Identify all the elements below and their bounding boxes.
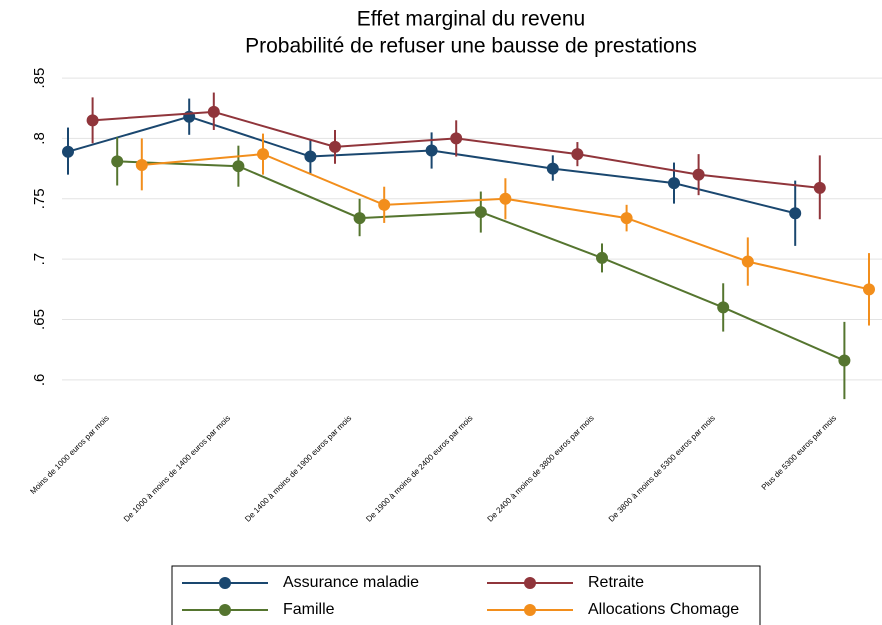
point [207, 105, 220, 118]
point [596, 251, 608, 264]
y-tick-label: .65 [31, 309, 48, 330]
point [450, 132, 463, 145]
y-tick-label: .6 [31, 374, 48, 387]
x-tick-label: De 3800 à moins de 5300 euros par mois [607, 414, 717, 524]
legend-label: Assurance maladie [283, 574, 419, 591]
chart-subtitle: Probabilité de refuser une bausse de pre… [245, 35, 697, 58]
legend-label: Famille [283, 601, 335, 618]
x-tick-label: De 1900 à moins de 2400 euros par mois [364, 414, 474, 524]
point [378, 198, 391, 211]
point [257, 148, 269, 161]
y-tick-label: .8 [31, 132, 48, 145]
point [620, 212, 633, 225]
point [353, 212, 366, 225]
legend-marker [219, 577, 231, 589]
point [304, 150, 317, 163]
x-tick-label: De 1400 à moins de 1900 euros par mois [243, 414, 353, 524]
legend-box [171, 565, 761, 625]
point [135, 158, 148, 171]
legend-label: Retraite [588, 574, 644, 591]
point [838, 354, 851, 367]
point [571, 148, 584, 161]
point [692, 168, 705, 181]
legend-label: Allocations Chomage [588, 601, 739, 618]
point [499, 192, 512, 205]
point [86, 114, 99, 127]
x-tick-label: Plus de 5300 euros par mois [760, 414, 838, 492]
point [546, 162, 559, 175]
x-tick-label: De 1000 à moins de 1400 euros par mois [122, 414, 232, 524]
x-tick-label: De 2400 à moins de 3800 euros par mois [486, 414, 596, 524]
legend-marker [219, 604, 231, 616]
y-tick-label: .7 [31, 253, 48, 266]
legend-marker [524, 604, 536, 616]
series-line [117, 160, 845, 362]
point [425, 144, 438, 157]
point [863, 283, 875, 296]
point [62, 145, 74, 158]
point [789, 207, 802, 220]
chart-title: Effet marginal du revenu [357, 8, 585, 31]
y-tick-label: .75 [31, 188, 48, 209]
point [741, 255, 754, 268]
x-tick-label: Moins de 1000 euros par mois [28, 414, 110, 496]
point [717, 301, 730, 314]
point [232, 160, 245, 173]
legend-marker [524, 577, 536, 589]
point [813, 181, 826, 194]
y-tick-label: .85 [31, 68, 48, 89]
point [668, 177, 680, 190]
point [474, 206, 487, 219]
point [111, 155, 124, 168]
point [329, 140, 341, 153]
